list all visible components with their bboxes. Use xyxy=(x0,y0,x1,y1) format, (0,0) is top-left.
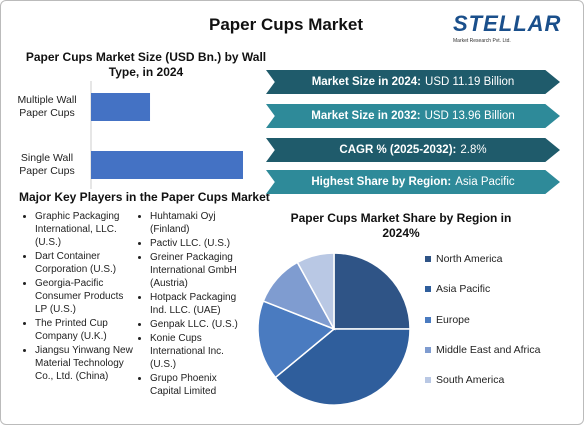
legend-entry: South America xyxy=(425,374,504,386)
players-column: Huhtamaki Oyj (Finland)Pactiv LLC. (U.S.… xyxy=(138,210,246,399)
legend-swatch xyxy=(425,256,431,262)
highlight-value: 2.8% xyxy=(460,144,487,156)
highlight-label: Highest Share by Region: xyxy=(311,176,452,188)
players-column: Graphic Packaging International, LLC. (U… xyxy=(23,210,135,384)
highlight-label: Market Size in 2024: xyxy=(311,76,422,88)
bar xyxy=(91,93,151,121)
player-item: Konie Cups International Inc. (U.S.) xyxy=(150,332,246,371)
player-item: Huhtamaki Oyj (Finland) xyxy=(150,210,246,236)
highlight-banner: CAGR % (2025-2032): 2.8% xyxy=(266,138,560,162)
legend-swatch xyxy=(425,346,431,353)
highlight-label: Market Size in 2032: xyxy=(311,110,421,122)
logo: STELLAR xyxy=(453,11,562,36)
legend-label: North America xyxy=(436,253,503,265)
player-item: Pactiv LLC. (U.S.) xyxy=(150,237,246,250)
bar-category-label: Single Wall Paper Cups xyxy=(19,152,75,177)
key-players-title: Major Key Players in the Paper Cups Mark… xyxy=(19,190,270,204)
highlight-value: Asia Pacific xyxy=(455,176,515,188)
player-item: Hotpack Packaging Ind. LLC. (UAE) xyxy=(150,291,246,317)
pie-slice xyxy=(296,252,335,330)
legend-label: South America xyxy=(436,374,505,387)
pie-chart-title: Paper Cups Market Share by Region in 202… xyxy=(290,211,512,240)
logo-subtitle: Market Research Pvt. Ltd. xyxy=(453,38,511,44)
highlight-banner: Market Size in 2024: USD 11.19 Billion xyxy=(266,70,560,94)
players-list: Huhtamaki Oyj (Finland)Pactiv LLC. (U.S.… xyxy=(138,210,246,398)
legend-label: Asia Pacific xyxy=(436,283,491,296)
highlight-label: CAGR % (2025-2032): xyxy=(339,144,457,156)
highlight-banner: Market Size in 2032: USD 13.96 Billion xyxy=(266,104,560,128)
bar-category-label: Multiple Wall Paper Cups xyxy=(17,94,77,119)
bar xyxy=(91,151,243,179)
player-item: Greiner Packaging International GmbH (Au… xyxy=(150,251,246,290)
page-title: Paper Cups Market xyxy=(209,15,363,34)
pie-slice xyxy=(274,328,411,406)
legend-swatch xyxy=(425,316,431,323)
highlight-value: USD 13.96 Billion xyxy=(424,110,515,122)
legend-label: Europe xyxy=(436,313,470,326)
legend-entry: Middle East and Africa xyxy=(425,344,540,356)
legend-entry: Europe xyxy=(425,314,470,326)
player-item: Jiangsu Yinwang New Material Technology … xyxy=(35,344,135,383)
legend-swatch xyxy=(425,377,431,384)
highlight-banner: Highest Share by Region: Asia Pacific xyxy=(266,170,560,194)
pie-slice xyxy=(257,300,336,379)
players-list: Graphic Packaging International, LLC. (U… xyxy=(23,210,135,383)
pie-slice xyxy=(333,252,411,330)
legend-entry: Asia Pacific xyxy=(425,283,490,295)
pie-chart xyxy=(257,252,411,406)
player-item: Georgia-Pacific Consumer Products LP (U.… xyxy=(35,277,135,316)
player-item: Dart Container Corporation (U.S.) xyxy=(35,250,135,276)
highlight-value: USD 11.19 Billion xyxy=(425,76,515,88)
player-item: Graphic Packaging International, LLC. (U… xyxy=(35,210,135,249)
player-item: Genpak LLC. (U.S.) xyxy=(150,318,246,331)
player-item: Grupo Phoenix Capital Limited xyxy=(150,372,246,398)
legend-entry: North America xyxy=(425,253,503,265)
player-item: The Printed Cup Company (U.K.) xyxy=(35,317,135,343)
legend-label: Middle East and Africa xyxy=(436,343,541,356)
bar-chart xyxy=(90,81,243,189)
bar-chart-title: Paper Cups Market Size (USD Bn.) by Wall… xyxy=(25,50,267,79)
legend-swatch xyxy=(425,286,431,293)
